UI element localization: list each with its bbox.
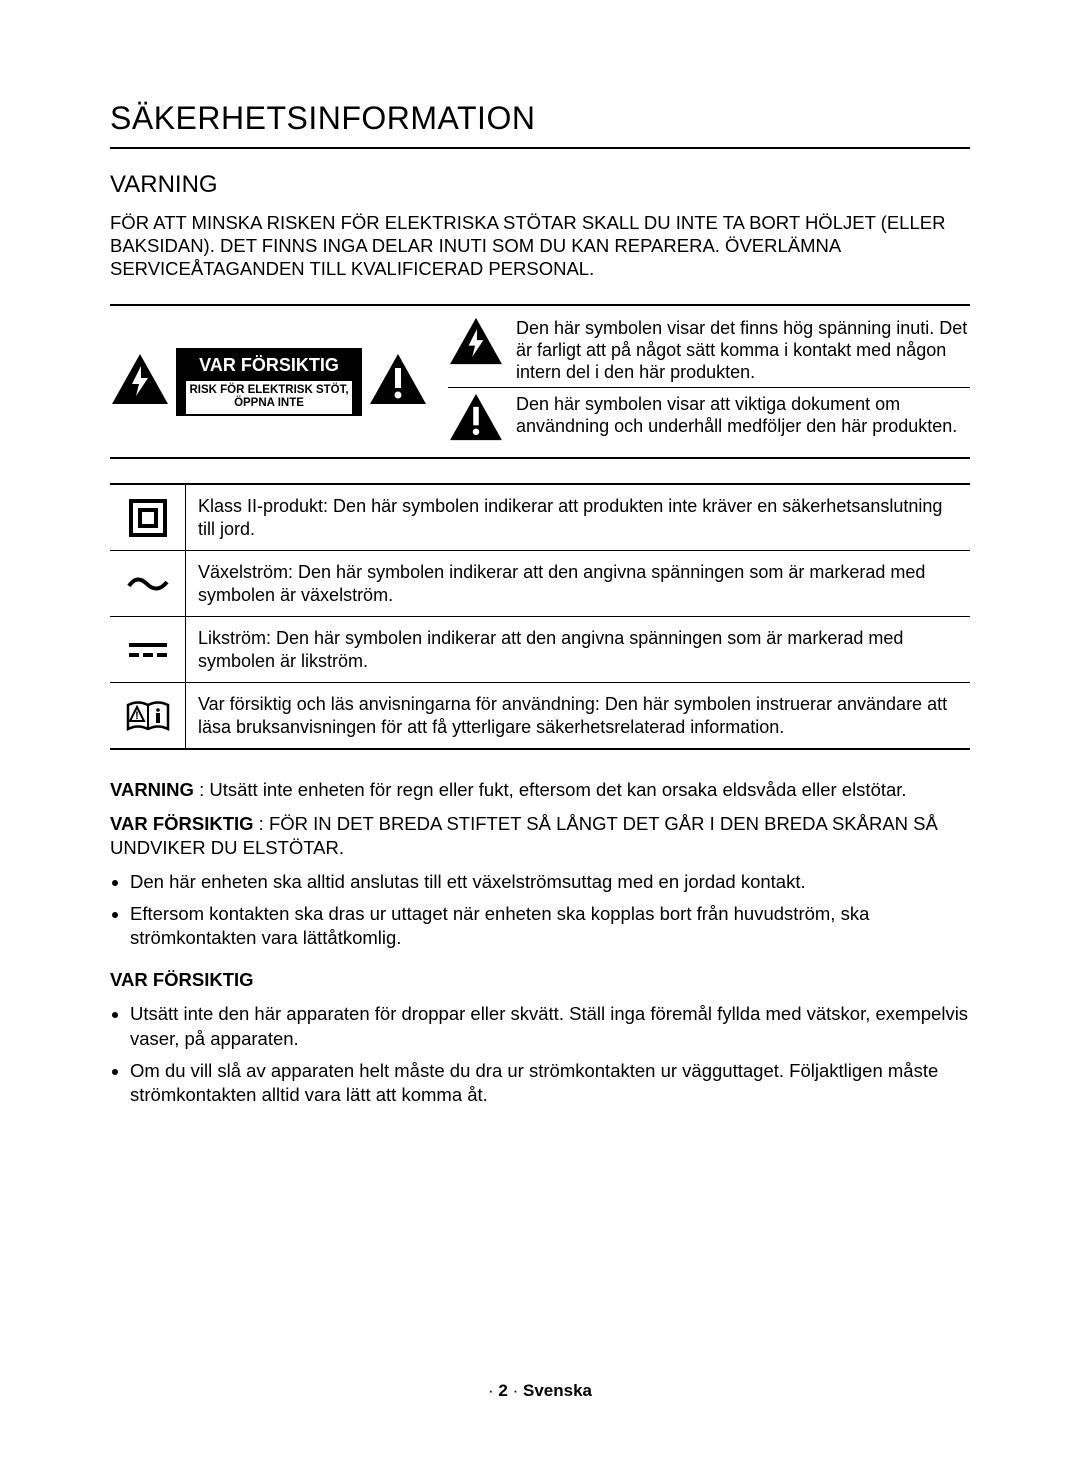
caution-line: VAR FÖRSIKTIG : FÖR IN DET BREDA STIFTET…: [110, 812, 970, 860]
table-row: Likström: Den här symbolen indikerar att…: [110, 617, 970, 683]
svg-text:!: !: [135, 710, 139, 722]
caution-panel: VAR FÖRSIKTIG RISK FÖR ELEKTRISK STÖT, Ö…: [110, 304, 970, 459]
page-footer: · 2 · Svenska: [0, 1381, 1080, 1401]
list-item: Om du vill slå av apparaten helt måste d…: [130, 1059, 970, 1107]
caution-subheading: VAR FÖRSIKTIG: [110, 968, 970, 992]
bullet-list-1: Den här enheten ska alltid anslutas till…: [110, 870, 970, 950]
symbol-description: Den här symbolen visar att viktiga dokum…: [516, 392, 970, 437]
warning-line: VARNING : Utsätt inte enheten för regn e…: [110, 778, 970, 802]
bullet-list-2: Utsätt inte den här apparaten för droppa…: [110, 1002, 970, 1106]
table-text: Klass II-produkt: Den här symbolen indik…: [186, 485, 970, 550]
caution-label-box: VAR FÖRSIKTIG RISK FÖR ELEKTRISK STÖT, Ö…: [176, 348, 362, 416]
class2-icon: [110, 485, 186, 550]
symbol-description: Den här symbolen visar det finns hög spä…: [516, 316, 970, 383]
caution-box: VAR FÖRSIKTIG RISK FÖR ELEKTRISK STÖT, Ö…: [110, 312, 428, 451]
symbol-description-column: Den här symbolen visar det finns hög spä…: [448, 312, 970, 451]
bolt-triangle-icon: [110, 352, 170, 411]
dc-icon: [110, 617, 186, 682]
symbol-table: Klass II-produkt: Den här symbolen indik…: [110, 483, 970, 750]
bolt-triangle-icon: [448, 316, 504, 371]
ac-icon: [110, 551, 186, 616]
exclaim-triangle-icon: [368, 352, 428, 411]
exclaim-triangle-icon: [448, 392, 504, 447]
caution-main-label: VAR FÖRSIKTIG: [186, 355, 352, 376]
footer-sep: ·: [508, 1381, 523, 1400]
caution-label: VAR FÖRSIKTIG: [110, 813, 254, 834]
intro-paragraph: FÖR ATT MINSKA RISKEN FÖR ELEKTRISKA STÖ…: [110, 211, 970, 280]
table-row: Växelström: Den här symbolen indikerar a…: [110, 551, 970, 617]
list-item: Utsätt inte den här apparaten för droppa…: [130, 1002, 970, 1050]
table-text: Likström: Den här symbolen indikerar att…: [186, 617, 970, 682]
footer-sep: ·: [488, 1381, 498, 1400]
list-item: Den här enheten ska alltid anslutas till…: [130, 870, 970, 894]
table-row: Klass II-produkt: Den här symbolen indik…: [110, 485, 970, 551]
table-row: ! Var försiktig och läs anvisningarna fö…: [110, 683, 970, 748]
table-text: Var försiktig och läs anvisningarna för …: [186, 683, 970, 748]
warning-text: : Utsätt inte enheten för regn eller fuk…: [194, 779, 907, 800]
warning-heading: VARNING: [110, 171, 970, 199]
footer-lang: Svenska: [523, 1381, 592, 1400]
table-text: Växelström: Den här symbolen indikerar a…: [186, 551, 970, 616]
warning-label: VARNING: [110, 779, 194, 800]
section-title: SÄKERHETSINFORMATION: [110, 100, 970, 149]
manual-icon: !: [110, 683, 186, 748]
symbol-row: Den här symbolen visar att viktiga dokum…: [448, 388, 970, 451]
symbol-row: Den här symbolen visar det finns hög spä…: [448, 312, 970, 388]
page-number: 2: [498, 1381, 507, 1400]
caution-sub-label: RISK FÖR ELEKTRISK STÖT, ÖPPNA INTE: [186, 381, 352, 414]
list-item: Eftersom kontakten ska dras ur uttaget n…: [130, 902, 970, 950]
